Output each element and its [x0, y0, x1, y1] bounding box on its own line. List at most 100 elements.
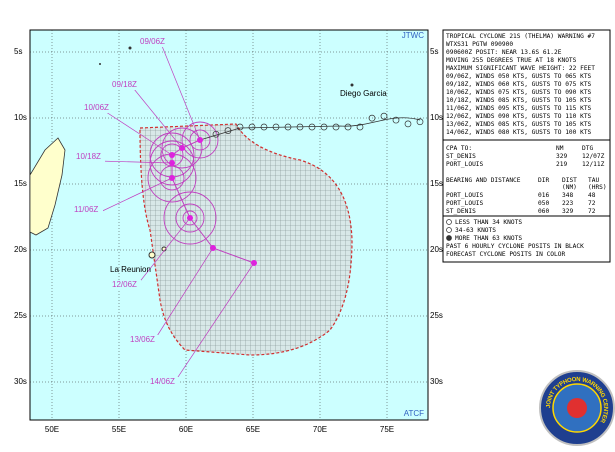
cpa-header: DTG — [582, 145, 593, 152]
wind-radii — [147, 121, 219, 245]
bearing-cell: 348 — [562, 192, 573, 199]
warning-line: TROPICAL CYCLONE 21S (THELMA) WARNING #7 — [446, 33, 595, 40]
cpa-cell: PORT_LOUIS — [446, 161, 484, 168]
leader-line — [133, 217, 191, 290]
past-posit — [260, 123, 268, 131]
warning-line: 13/06Z, WINDS 085 KTS, GUSTS TO 105 KTS — [446, 121, 592, 128]
bearing-header: DIR — [538, 177, 549, 184]
past-posit — [356, 123, 364, 131]
forecast-label: 09/06Z — [140, 37, 165, 46]
warning-line: MAXIMUM SIGNIFICANT WAVE HEIGHT: 22 FEET — [446, 65, 595, 72]
past-posit — [284, 123, 292, 131]
bearing-cell: ST_DENIS — [446, 208, 476, 215]
label-bg — [73, 205, 103, 215]
lat-label-right: 30s — [430, 377, 443, 386]
forecast-label: 09/18Z — [112, 80, 137, 89]
lat-label-left: 10s — [14, 113, 27, 122]
cpa-header: CPA TO: — [446, 145, 472, 152]
lat-label-left: 20s — [14, 245, 27, 254]
legend-text: MORE THAN 63 KNOTS — [455, 235, 522, 242]
bearing-cell: 050 — [538, 200, 549, 207]
lat-label-right: 10s — [430, 113, 443, 122]
bearing-subheader: (HRS) — [588, 184, 607, 191]
leader-line — [161, 45, 201, 141]
warning-line: 14/06Z, WINDS 080 KTS, GUSTS TO 100 KTS — [446, 129, 592, 136]
past-posit — [380, 112, 388, 120]
warning-line: 09/06Z, WINDS 050 KTS, GUSTS TO 065 KTS — [446, 73, 592, 80]
place-label: La Reunion — [110, 265, 151, 274]
leader-line — [105, 111, 173, 156]
lat-label-right: 25s — [430, 311, 443, 320]
diego-garcia — [350, 83, 354, 87]
past-posit — [308, 123, 316, 131]
lon-label: 75E — [380, 425, 394, 434]
bearing-header: BEARING AND DISTANCE — [446, 177, 521, 184]
lat-label-left: 5s — [14, 47, 22, 56]
logo-center — [567, 398, 587, 418]
cpa-cell: 329 — [556, 153, 567, 160]
past-posit — [392, 116, 400, 124]
warning-line: 12/06Z, WINDS 090 KTS, GUSTS TO 110 KTS — [446, 113, 592, 120]
bearing-subheader: (NM) — [562, 184, 577, 191]
past-posit — [416, 118, 424, 126]
label-bg — [75, 152, 105, 162]
cpa-cell: ST_DENIS — [446, 153, 476, 160]
bearing-cell: 72 — [588, 200, 596, 207]
lat-label-right: 20s — [430, 245, 443, 254]
warning-line: WTXS31 PGTW 090900 — [446, 41, 513, 48]
bearing-cell: 060 — [538, 208, 549, 215]
lat-label-right: 5s — [430, 47, 438, 56]
leader-line — [133, 88, 183, 149]
map-features — [30, 45, 424, 387]
past-posit — [344, 123, 352, 131]
warning-line: 10/18Z, WINDS 085 KTS, GUSTS TO 105 KTS — [446, 97, 592, 104]
bearing-cell: 48 — [588, 192, 596, 199]
forecast-label: 12/06Z — [112, 280, 137, 289]
bearing-cell: 223 — [562, 200, 573, 207]
bearing-header: TAU — [588, 177, 599, 184]
lat-label-left: 25s — [14, 311, 27, 320]
legend-text: 34-63 KNOTS — [455, 227, 496, 234]
cpa-cell: 219 — [556, 161, 567, 168]
island — [128, 46, 132, 50]
lon-label: 65E — [246, 425, 260, 434]
madagascar — [30, 137, 66, 236]
legend-text: LESS THAN 34 KNOTS — [455, 219, 522, 226]
jtwc-label: JTWC — [402, 31, 424, 40]
label-bg — [139, 37, 169, 47]
past-posit — [404, 120, 412, 128]
island — [99, 63, 101, 65]
cpa-header: NM — [556, 145, 564, 152]
legend-symbol — [446, 235, 452, 241]
past-posit — [368, 114, 376, 122]
label-bg — [83, 103, 113, 113]
past-posit — [224, 127, 232, 134]
past-posit — [212, 130, 220, 138]
lon-label: 55E — [112, 425, 126, 434]
leader-line — [95, 177, 173, 215]
forecast-label: 10/18Z — [76, 152, 101, 161]
bearing-cell: PORT_LOUIS — [446, 200, 484, 207]
bearing-cell: 72 — [588, 208, 596, 215]
warning-line: 09/18Z, WINDS 060 KTS, GUSTS TO 075 KTS — [446, 81, 592, 88]
past-posit — [320, 123, 328, 131]
bearing-cell: PORT_LOUIS — [446, 192, 484, 199]
lon-label: 70E — [313, 425, 327, 434]
warning-line: 090600Z POSIT: NEAR 13.6S 61.2E — [446, 49, 562, 56]
lon-label: 60E — [179, 425, 193, 434]
lat-label-right: 15s — [430, 179, 443, 188]
cpa-cell: 12/11Z — [582, 161, 605, 168]
past-posit — [296, 123, 304, 131]
forecast-label: 10/06Z — [84, 103, 109, 112]
past-posit — [236, 123, 244, 131]
legend-symbol — [446, 227, 452, 233]
past-track — [199, 117, 421, 141]
warning-line: 10/06Z, WINDS 075 KTS, GUSTS TO 090 KTS — [446, 89, 592, 96]
forecast-label: 13/06Z — [130, 335, 155, 344]
legend-text: PAST 6 HOURLY CYCLONE POSITS IN BLACK — [446, 243, 584, 250]
info-panel — [442, 29, 611, 263]
label-bg — [129, 335, 159, 345]
label-bg — [111, 80, 141, 90]
forecast-label: 14/06Z — [150, 377, 175, 386]
